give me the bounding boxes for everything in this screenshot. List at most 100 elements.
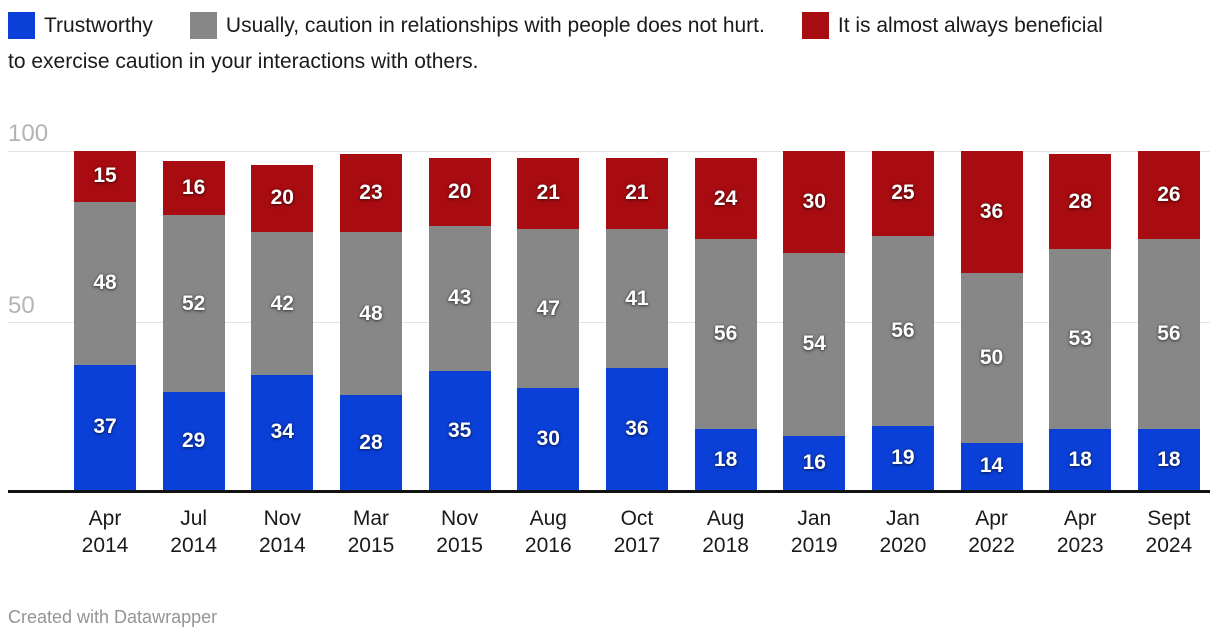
bar-mar-2015[interactable]: 23 48 28 [339,151,402,490]
bar-value-label: 15 [93,164,117,188]
bar-segment[interactable]: 18 [1049,429,1112,490]
bar-segment[interactable]: 56 [694,239,757,429]
bar-segment[interactable]: 29 [162,391,225,490]
bar-value-label: 28 [359,430,383,454]
bar-segment[interactable]: 53 [1049,249,1112,429]
legend-item-always-caution: It is almost always beneficial [801,12,1103,39]
bar-value-label: 16 [181,176,206,200]
bar-aug-2018[interactable]: 24 56 18 [694,151,757,490]
bar-aug-2016[interactable]: 21 47 30 [517,151,580,490]
legend-item-usually-caution: Usually, caution in relationships with p… [189,12,765,39]
bar-segment[interactable]: 20 [251,164,314,233]
x-axis-label: Mar 2015 [347,507,395,557]
bar-value-label: 36 [979,200,1004,223]
x-axis-labels: Apr 2014 Jul 2014 Nov 2014 Mar 2015 Nov 2015 Aug 20… [74,505,1200,559]
chart-legend: Trustworthy Usually, caution in relation… [8,12,1212,75]
bar-value-label: 18 [1068,447,1092,471]
bar-value-label: 47 [536,296,560,320]
x-axis-label: Oct 2017 [613,507,661,557]
y-axis-tick-100: 100 [8,120,49,147]
bar-sept-2024[interactable]: 26 56 18 [1137,151,1200,490]
bar-segment[interactable]: 19 [871,425,934,490]
bar-segment[interactable]: 43 [428,225,491,372]
bar-value-label: 25 [891,181,915,205]
bar-segment[interactable]: 56 [1137,239,1200,429]
bar-segment[interactable]: 34 [251,374,314,490]
x-axis-label: Jan 2019 [790,507,838,557]
bar-apr-2014[interactable]: 15 48 37 [74,151,136,490]
bar-segment[interactable]: 56 [871,235,934,426]
x-axis-label: Aug 2018 [702,507,749,557]
legend-swatch-red [801,12,829,39]
bar-segment[interactable]: 21 [517,157,580,230]
bar-value-label: 23 [359,181,383,205]
bar-segment[interactable]: 35 [428,371,491,490]
bar-segment[interactable]: 37 [74,364,136,490]
bar-segment[interactable]: 16 [162,161,225,216]
datawrapper-credit-link[interactable]: Created with Datawrapper [8,607,218,627]
bar-value-label: 34 [270,420,294,444]
legend-continuation-text: to exercise caution in your interactions… [8,50,479,73]
bar-nov-2014[interactable]: 20 42 34 [251,151,314,490]
legend-swatch-gray [189,12,217,39]
bar-segment[interactable]: 48 [74,201,136,365]
bar-segment[interactable]: 28 [339,395,402,490]
bar-segment[interactable]: 23 [339,154,402,233]
bar-segment[interactable]: 36 [960,151,1023,273]
bar-segment[interactable]: 47 [517,229,580,389]
bar-segment[interactable]: 14 [960,442,1023,490]
bar-segment[interactable]: 41 [605,229,668,368]
bar-segment[interactable]: 42 [251,232,314,375]
bar-jan-2020[interactable]: 25 56 19 [871,151,934,490]
bar-value-label: 42 [270,291,294,315]
bar-value-label: 54 [802,332,826,356]
x-axis-label: Apr 2022 [968,507,1015,557]
bar-value-label: 16 [802,450,826,474]
bar-value-label: 48 [93,271,117,295]
bar-value-label: 56 [891,318,915,342]
bar-segment[interactable]: 15 [74,151,136,202]
bar-value-label: 21 [536,181,560,205]
bar-value-label: 18 [713,447,738,471]
bar-jan-2019[interactable]: 30 54 16 [783,151,846,490]
bar-segment[interactable]: 18 [1137,429,1200,490]
bar-segment[interactable]: 30 [517,388,580,490]
y-axis-tick-50: 50 [8,292,35,319]
bar-value-label: 30 [802,189,826,213]
bar-apr-2022[interactable]: 36 50 14 [960,151,1023,490]
bar-oct-2017[interactable]: 21 41 36 [605,151,668,490]
bar-segment[interactable]: 16 [783,435,846,490]
bar-jul-2014[interactable]: 16 52 29 [162,151,225,490]
x-axis-label: Nov 2015 [436,507,483,557]
bar-value-label: 52 [181,291,206,315]
bar-segment[interactable]: 48 [339,232,402,396]
bar-segment[interactable]: 20 [428,157,491,226]
legend-item-trustworthy: Trustworthy [8,12,153,39]
bar-segment[interactable]: 18 [694,429,757,490]
bar-segment[interactable]: 30 [783,151,846,253]
bar-segment[interactable]: 36 [605,368,668,490]
bar-value-label: 20 [270,186,294,210]
x-axis-label: Jan 2020 [879,507,927,557]
bar-value-label: 36 [625,417,649,440]
bar-value-label: 21 [625,181,649,205]
bar-nov-2015[interactable]: 20 43 35 [428,151,491,490]
bar-value-label: 50 [979,345,1004,369]
bar-value-label: 56 [1157,322,1181,346]
bar-segment[interactable]: 24 [694,157,757,240]
bar-value-label: 14 [979,454,1004,478]
bar-segment[interactable]: 25 [871,151,934,236]
bar-segment[interactable]: 50 [960,273,1023,443]
legend-label: It is almost always beneficial [837,13,1103,37]
legend-row: Trustworthy Usually, caution in relation… [8,12,1212,39]
bar-segment[interactable]: 52 [162,215,225,392]
bar-segment[interactable]: 26 [1137,151,1200,240]
bar-value-label: 26 [1157,183,1181,207]
bar-segment[interactable]: 21 [605,157,668,229]
x-axis-label: Nov 2014 [258,507,306,557]
bar-apr-2023[interactable]: 28 53 18 [1049,151,1112,490]
bar-value-label: 56 [713,322,738,346]
bar-segment[interactable]: 28 [1049,154,1112,250]
bar-segment[interactable]: 54 [783,252,846,436]
